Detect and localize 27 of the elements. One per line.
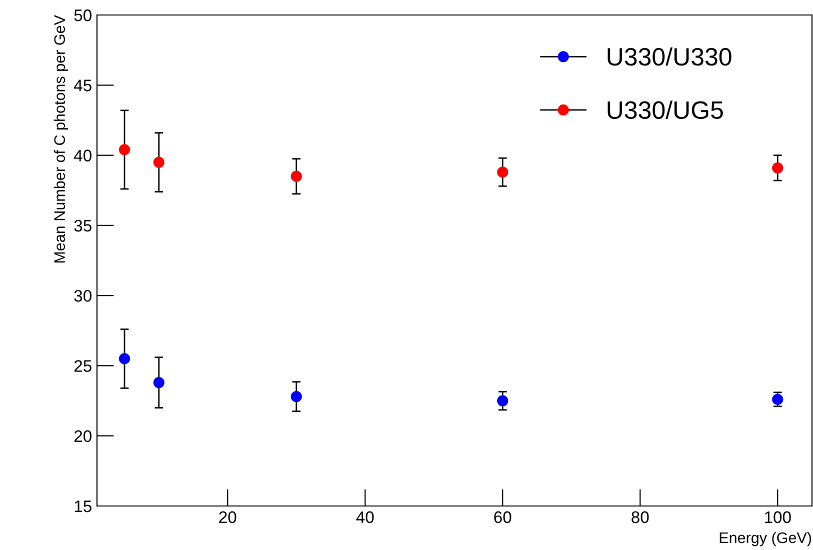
legend-label: U330/UG5 — [608, 100, 723, 119]
point — [153, 156, 164, 168]
point — [153, 376, 164, 388]
y-tick-label: 25 — [74, 360, 92, 372]
point — [290, 170, 302, 182]
y-tick-label: 50 — [74, 9, 92, 22]
point — [497, 166, 508, 178]
y-axis-title: Mean Number of C photons per GeV — [54, 15, 68, 263]
x-tick-label: 20 — [219, 511, 236, 524]
point — [118, 353, 130, 364]
y-tick-label: 30 — [74, 290, 92, 302]
point — [772, 394, 784, 405]
x-tick-label: 100 — [764, 511, 791, 524]
y-tick-label: 45 — [74, 80, 92, 92]
y-tick-label: 35 — [74, 220, 92, 232]
x-tick-label: 80 — [632, 511, 649, 524]
point — [118, 144, 130, 156]
x-axis-title: Energy (GeV) — [720, 532, 812, 546]
point — [497, 395, 508, 406]
legend-label: U330/U330 — [608, 47, 732, 66]
point — [772, 162, 784, 174]
y-tick-label: 15 — [74, 500, 92, 512]
y-tick-label: 20 — [74, 430, 92, 442]
x-tick-label: 60 — [494, 511, 512, 524]
y-tick-label: 40 — [74, 150, 92, 162]
point — [290, 391, 302, 402]
x-tick-label: 40 — [356, 511, 374, 524]
